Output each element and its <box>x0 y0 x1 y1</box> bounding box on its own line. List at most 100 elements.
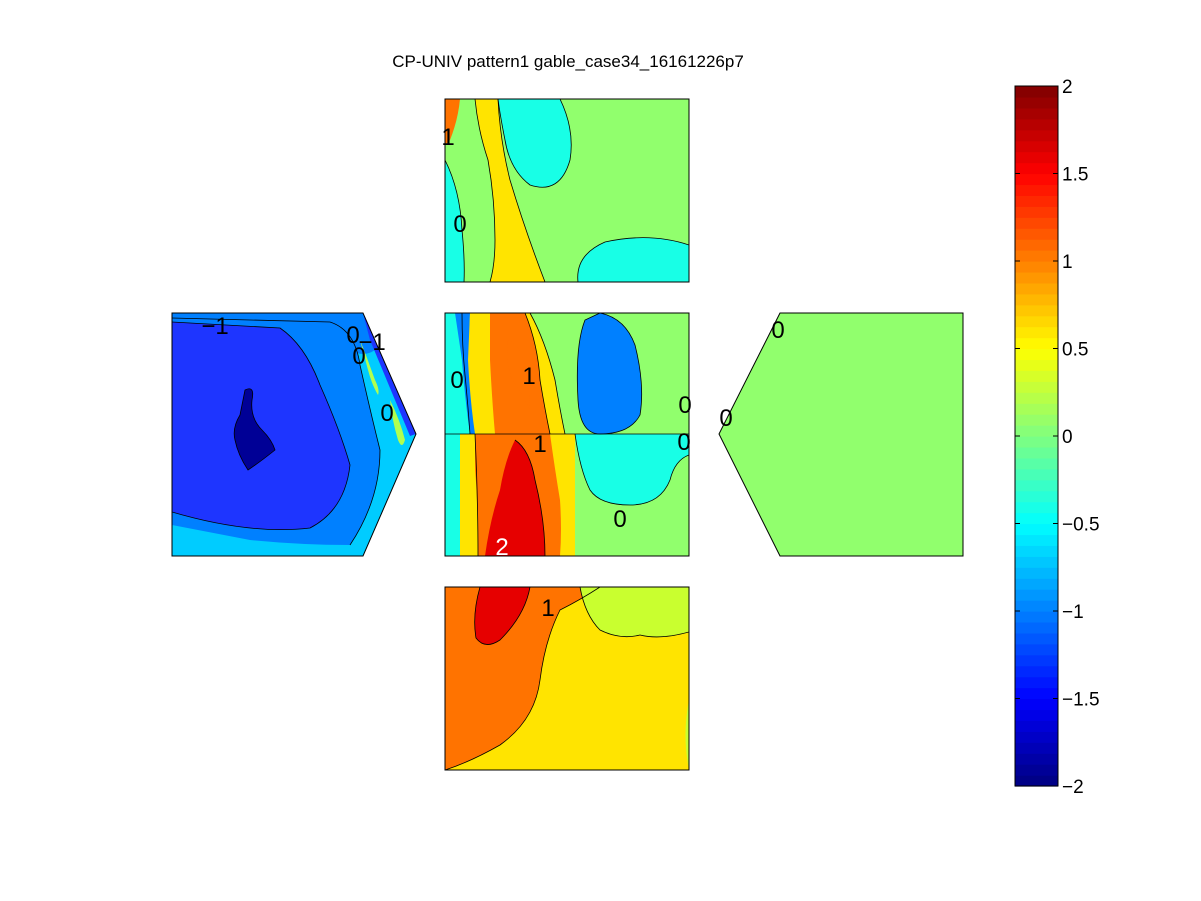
colorbar-band <box>1015 578 1058 590</box>
contour-label: 0 <box>677 429 690 456</box>
colorbar-band <box>1015 425 1058 437</box>
contour-label: 0 <box>678 392 691 419</box>
colorbar-band <box>1015 140 1058 153</box>
colorbar-band <box>1015 621 1058 634</box>
colorbar-band <box>1015 173 1058 186</box>
colorbar-band <box>1015 676 1058 689</box>
panel-center-wall-frame <box>444 312 690 557</box>
contour-label: 1 <box>533 431 546 458</box>
colorbar-band <box>1015 775 1058 787</box>
colorbar-band <box>1015 632 1058 645</box>
colorbar-band <box>1015 764 1058 776</box>
colorbar-band <box>1015 742 1058 754</box>
colorbar-tick-label: −0.5 <box>1062 515 1100 536</box>
panel-top-roof-frame <box>444 98 690 283</box>
colorbar-band <box>1015 436 1058 448</box>
colorbar-band <box>1015 381 1058 393</box>
contour-label: 1 <box>522 363 535 390</box>
colorbar-band <box>1015 86 1058 98</box>
colorbar-band <box>1015 315 1058 328</box>
colorbar-band <box>1015 261 1058 273</box>
colorbar-tick-label: −1.5 <box>1062 690 1100 711</box>
colorbar-band <box>1015 501 1058 514</box>
colorbar-band <box>1015 698 1058 711</box>
colorbar-band <box>1015 512 1058 525</box>
panel-center-wall <box>445 313 689 556</box>
colorbar-ticks: 2 1.5 1 0.5 0 −0.5 −1 −1.5 −2 <box>1015 77 1100 798</box>
colorbar-band <box>1015 479 1058 492</box>
colorbar-band <box>1015 654 1058 667</box>
contour-label: 1 <box>441 124 454 151</box>
panel-left-gable-frame <box>171 312 417 557</box>
contour-label: −1 <box>358 329 385 356</box>
colorbar-band <box>1015 348 1058 361</box>
contour-label: 0 <box>380 400 393 427</box>
colorbar-band <box>1015 392 1058 404</box>
colorbar-band <box>1015 403 1058 415</box>
panel-right-gable <box>719 313 963 556</box>
colorbar-band <box>1015 293 1058 306</box>
colorbar-band <box>1015 523 1058 536</box>
colorbar-band <box>1015 556 1058 568</box>
panel-right-gable-frame <box>718 312 964 557</box>
colorbar-band <box>1015 753 1058 765</box>
colorbar-band <box>1015 206 1058 218</box>
contour-label: −1 <box>201 313 228 340</box>
colorbar-band <box>1015 457 1058 470</box>
colorbar-band <box>1015 228 1058 240</box>
colorbar-tick-label: 0.5 <box>1062 340 1088 361</box>
chart-title: CP-UNIV pattern1 gable_case34_16161226p7 <box>392 52 744 71</box>
panel-top-roof <box>445 99 689 282</box>
panel-bottom-wall-frame <box>444 586 690 771</box>
colorbar-band <box>1015 414 1058 426</box>
colorbar-tick-label: 1 <box>1062 252 1073 273</box>
contour-label: 0 <box>453 211 466 238</box>
contour-label: 2 <box>495 534 508 561</box>
colorbar-band <box>1015 709 1058 721</box>
colorbar-band <box>1015 534 1058 546</box>
colorbar-band <box>1015 611 1058 623</box>
colorbar-band <box>1015 217 1058 229</box>
colorbar-band <box>1015 304 1058 317</box>
colorbar-tick-label: −1 <box>1062 602 1084 623</box>
colorbar-band <box>1015 282 1058 295</box>
colorbar-tick-label: 2 <box>1062 77 1073 98</box>
colorbar-band <box>1015 151 1058 164</box>
contour-label: 0 <box>352 343 365 370</box>
colorbar-band <box>1015 359 1058 371</box>
colorbar-band <box>1015 118 1058 131</box>
contour-label: 0 <box>450 367 463 394</box>
colorbar-gradient <box>1015 86 1058 787</box>
panel-left-gable <box>172 313 416 556</box>
contour-label: 0 <box>719 405 732 432</box>
contour-label: 1 <box>541 595 554 622</box>
colorbar-band <box>1015 337 1058 350</box>
colorbar-band <box>1015 162 1058 175</box>
colorbar-band <box>1015 184 1058 196</box>
contour-labels: 1 0 −1 0 −1 0 0 0 1 0 1 0 0 2 0 0 1 <box>201 124 784 622</box>
colorbar-band <box>1015 370 1058 382</box>
panel-bottom-wall <box>445 587 689 770</box>
colorbar-band <box>1015 720 1058 732</box>
colorbar-band <box>1015 129 1058 142</box>
colorbar-band <box>1015 567 1058 579</box>
colorbar-tick-label: 0 <box>1062 427 1073 448</box>
colorbar: 2 1.5 1 0.5 0 −0.5 −1 −1.5 −2 <box>1014 77 1100 798</box>
colorbar-band <box>1015 271 1058 284</box>
colorbar-tick-label: −2 <box>1062 777 1084 798</box>
colorbar-band <box>1015 687 1058 700</box>
colorbar-band <box>1015 468 1058 481</box>
colorbar-band <box>1015 665 1058 678</box>
colorbar-band <box>1015 545 1058 557</box>
colorbar-band <box>1015 589 1058 601</box>
colorbar-band <box>1015 107 1058 120</box>
colorbar-band <box>1015 250 1058 262</box>
colorbar-band <box>1015 643 1058 656</box>
colorbar-band <box>1015 731 1058 743</box>
colorbar-band <box>1015 239 1058 251</box>
colorbar-band <box>1015 195 1058 207</box>
contour-label: 0 <box>346 322 359 349</box>
colorbar-band <box>1015 96 1058 109</box>
contour-label: 0 <box>613 506 626 533</box>
